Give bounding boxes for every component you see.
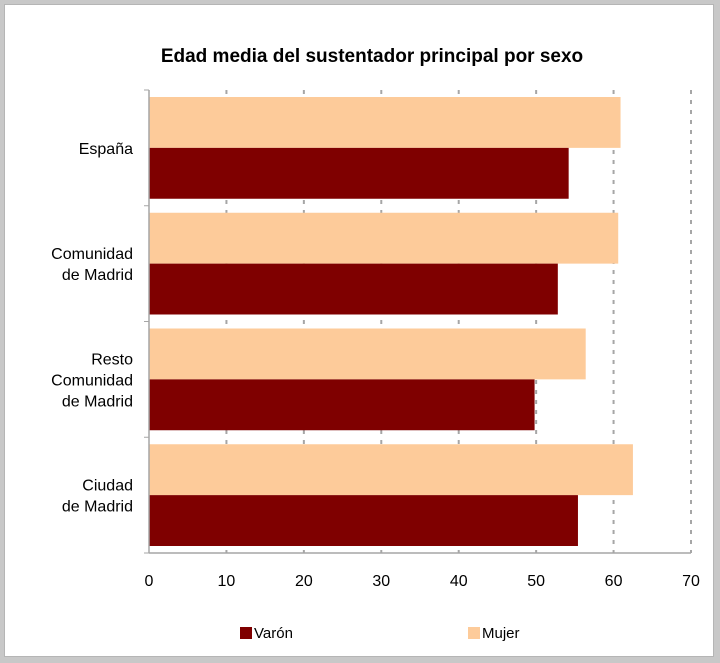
category-label: de Madrid [62, 267, 133, 284]
bar-varon [149, 263, 558, 315]
x-tick-label: 60 [605, 573, 623, 590]
chart-title: Edad media del sustentador principal por… [161, 46, 583, 67]
category-label: Comunidad [51, 372, 133, 389]
category-label: Comunidad [51, 246, 133, 263]
category-labels: España Comunidad de Madrid Resto Comunidad de… [51, 141, 133, 516]
legend: Varón Mujer [240, 625, 520, 642]
bar-mujer [149, 97, 621, 148]
legend-item-mujer: Mujer [482, 625, 520, 642]
category-label: España [79, 141, 133, 158]
bar-mujer [149, 212, 619, 264]
bar-varon [149, 147, 569, 199]
legend-swatch [240, 627, 252, 639]
bar-mujer [149, 328, 586, 380]
x-tick-label: 30 [372, 573, 390, 590]
bar-varon [149, 495, 578, 546]
x-tick-label: 10 [218, 573, 236, 590]
x-tick-label: 40 [450, 573, 468, 590]
category-label: Resto [91, 351, 133, 368]
x-tick-label: 70 [682, 573, 700, 590]
gridlines [225, 90, 692, 553]
axes [144, 89, 691, 554]
x-tick-label: 0 [145, 573, 154, 590]
category-label: Ciudad [82, 478, 133, 495]
legend-swatch [468, 627, 480, 639]
bar-mujer [149, 444, 633, 496]
x-tick-label: 20 [295, 573, 313, 590]
bars [149, 97, 633, 546]
category-label: de Madrid [62, 393, 133, 410]
x-tick-label: 50 [527, 573, 545, 590]
tick-labels: 0 10 20 30 40 50 60 70 [145, 573, 700, 590]
category-label: de Madrid [62, 499, 133, 516]
bar-varon [149, 379, 535, 431]
legend-item-varon: Varón [254, 625, 293, 642]
